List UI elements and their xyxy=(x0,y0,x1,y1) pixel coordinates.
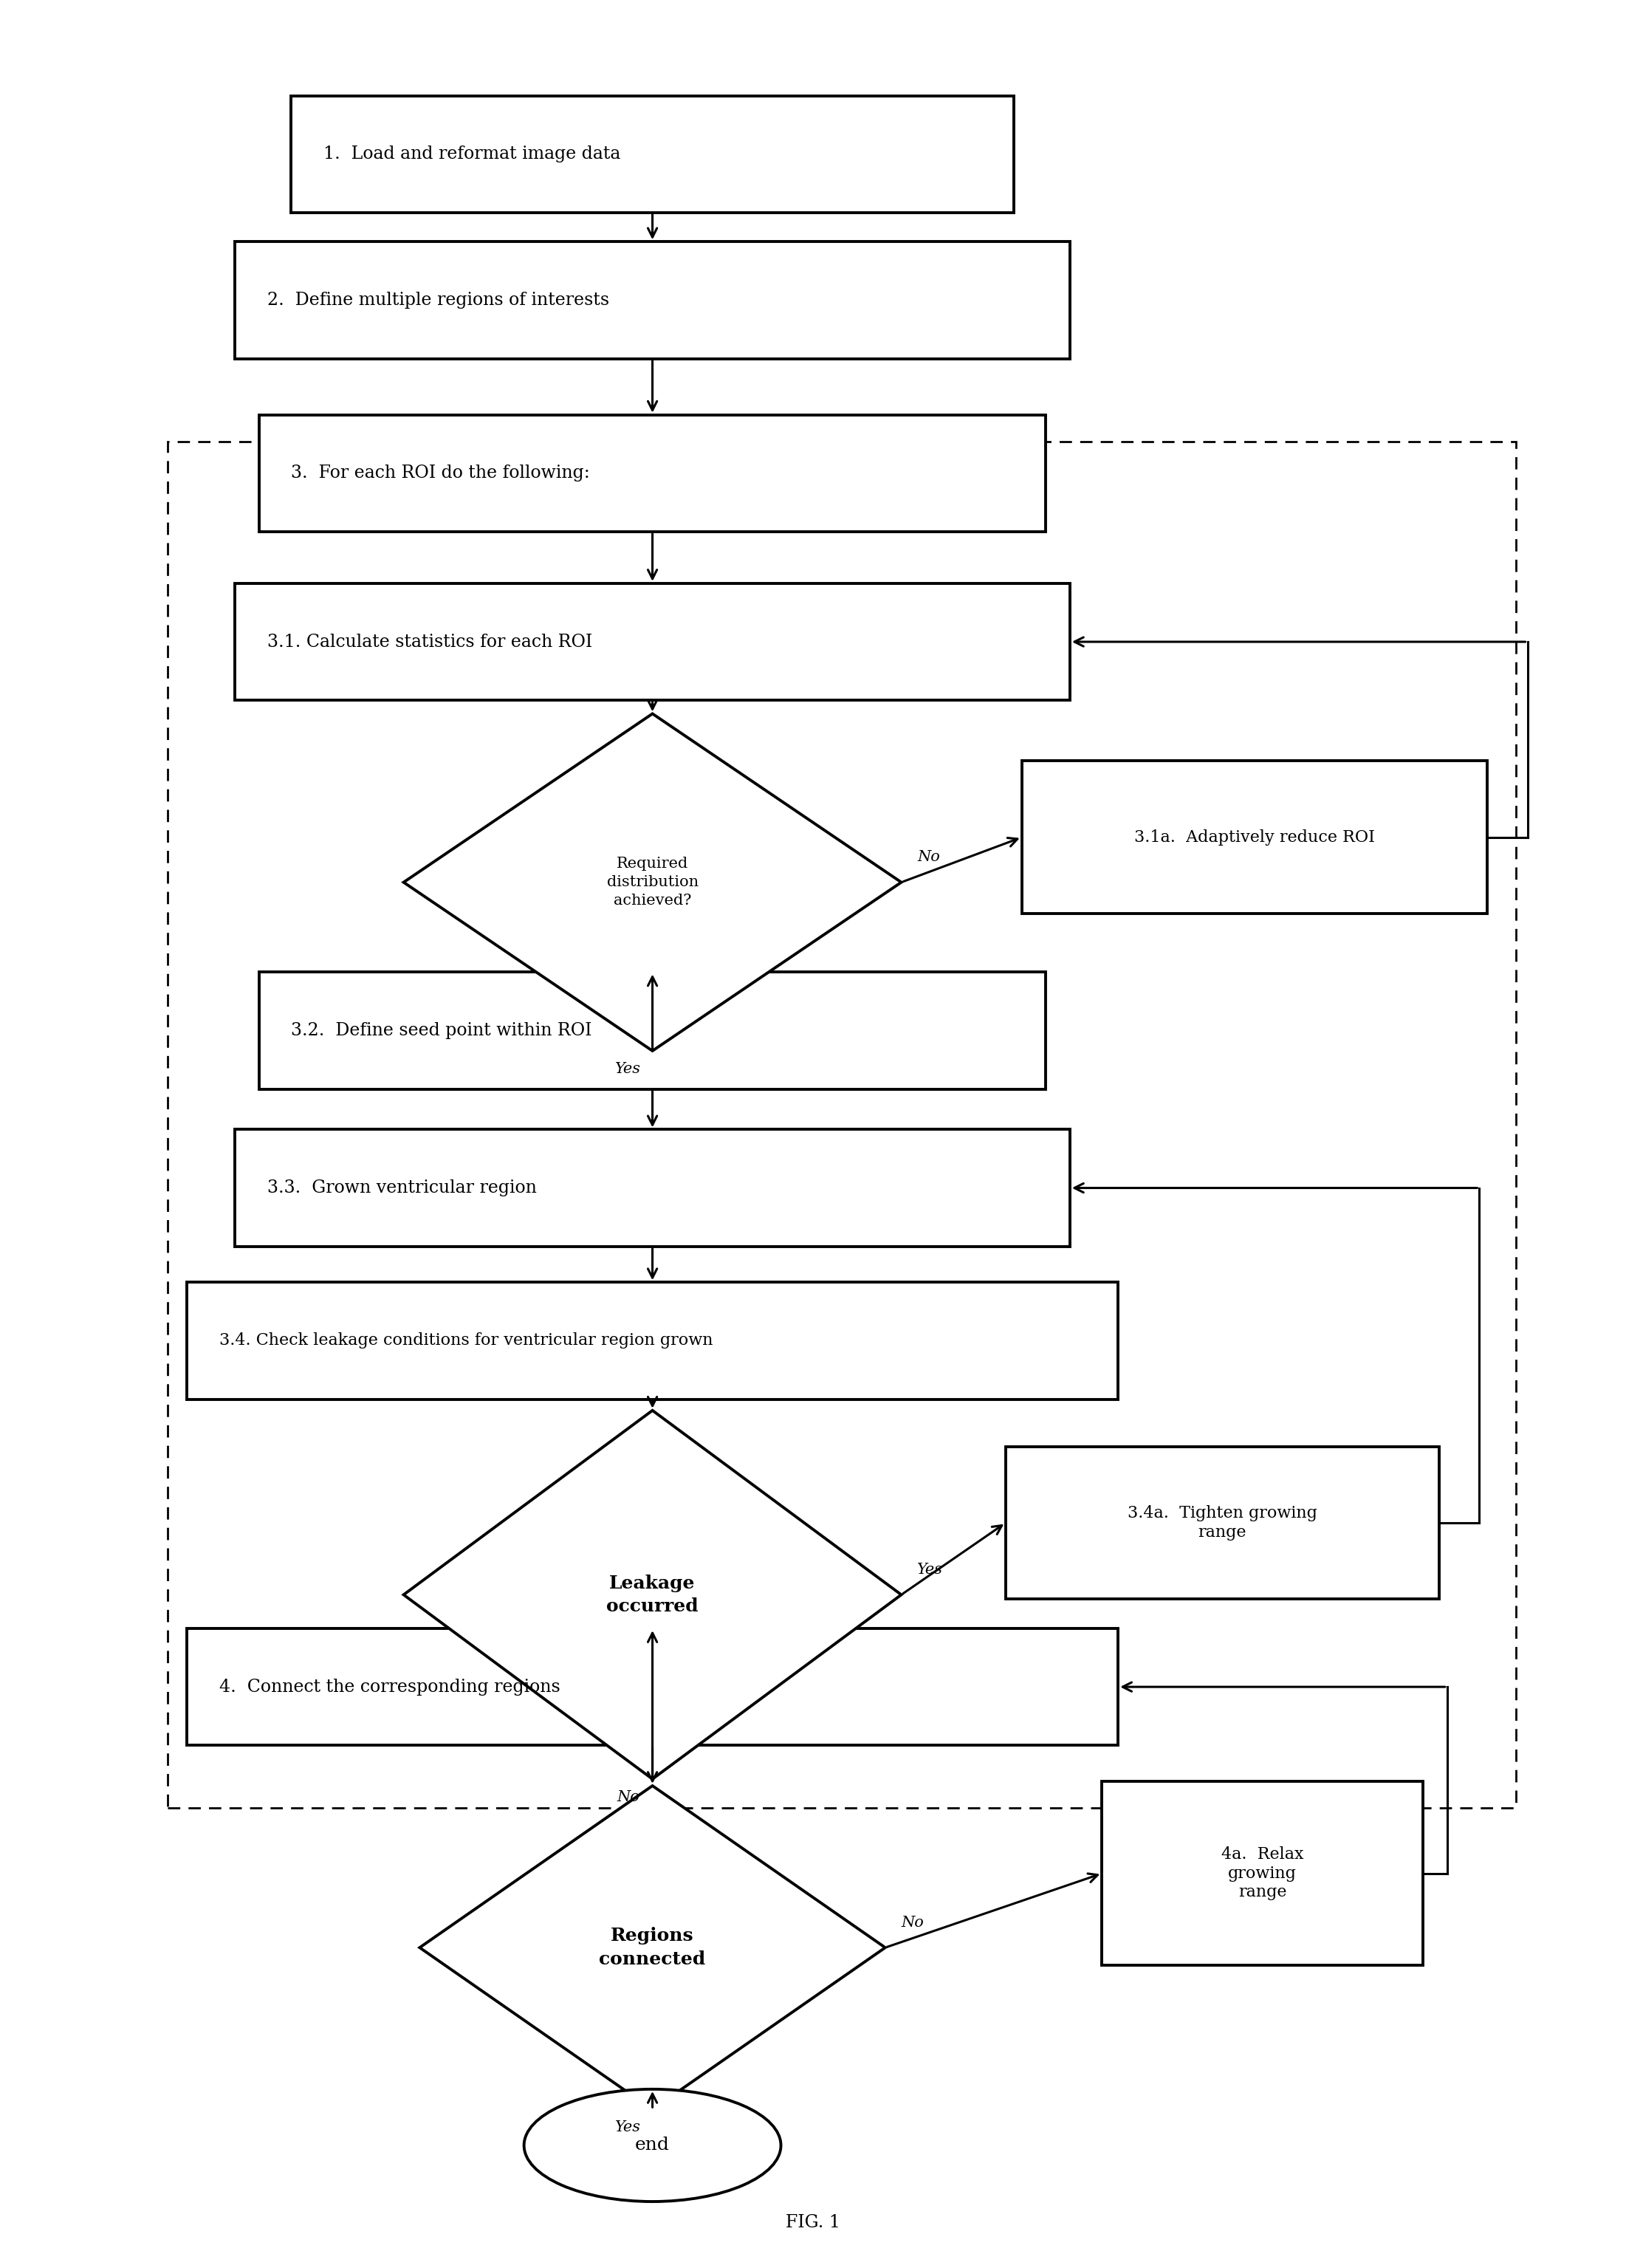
FancyBboxPatch shape xyxy=(259,973,1046,1089)
Text: No: No xyxy=(917,850,940,864)
Text: Regions
connected: Regions connected xyxy=(600,1928,706,1969)
Text: Yes: Yes xyxy=(616,1061,641,1075)
Text: 3.3.  Grown ventricular region: 3.3. Grown ventricular region xyxy=(267,1179,537,1198)
Text: 3.4. Check leakage conditions for ventricular region grown: 3.4. Check leakage conditions for ventri… xyxy=(220,1334,712,1349)
FancyBboxPatch shape xyxy=(236,583,1070,701)
Text: Yes: Yes xyxy=(616,2121,641,2134)
FancyBboxPatch shape xyxy=(187,1628,1119,1746)
Bar xyxy=(167,442,1515,1808)
Text: 4a.  Relax
growing
range: 4a. Relax growing range xyxy=(1221,1846,1304,1901)
FancyBboxPatch shape xyxy=(259,415,1046,531)
Text: Leakage
occurred: Leakage occurred xyxy=(606,1574,699,1615)
Text: 3.  For each ROI do the following:: 3. For each ROI do the following: xyxy=(291,465,590,481)
Text: No: No xyxy=(616,1789,639,1805)
Text: 3.4a.  Tighten growing
range: 3.4a. Tighten growing range xyxy=(1127,1506,1317,1540)
FancyBboxPatch shape xyxy=(1021,762,1488,914)
FancyBboxPatch shape xyxy=(187,1281,1119,1399)
Polygon shape xyxy=(403,714,901,1050)
Text: FIG. 1: FIG. 1 xyxy=(785,2214,841,2232)
Polygon shape xyxy=(403,1411,901,1778)
Text: 4.  Connect the corresponding regions: 4. Connect the corresponding regions xyxy=(220,1678,559,1696)
FancyBboxPatch shape xyxy=(291,95,1013,213)
Ellipse shape xyxy=(524,2089,780,2202)
Polygon shape xyxy=(420,1785,885,2109)
Text: 2.  Define multiple regions of interests: 2. Define multiple regions of interests xyxy=(267,293,610,308)
FancyBboxPatch shape xyxy=(1005,1447,1439,1599)
Text: Yes: Yes xyxy=(917,1563,943,1576)
FancyBboxPatch shape xyxy=(236,1129,1070,1247)
Text: 3.1a.  Adaptively reduce ROI: 3.1a. Adaptively reduce ROI xyxy=(1135,830,1376,846)
Text: 3.1. Calculate statistics for each ROI: 3.1. Calculate statistics for each ROI xyxy=(267,633,592,651)
FancyBboxPatch shape xyxy=(236,243,1070,358)
Text: end: end xyxy=(636,2136,670,2155)
Text: Required
distribution
achieved?: Required distribution achieved? xyxy=(606,857,698,907)
Text: 3.2.  Define seed point within ROI: 3.2. Define seed point within ROI xyxy=(291,1023,592,1039)
Text: 1.  Load and reformat image data: 1. Load and reformat image data xyxy=(324,145,621,163)
Text: No: No xyxy=(901,1916,924,1930)
FancyBboxPatch shape xyxy=(1102,1780,1423,1966)
